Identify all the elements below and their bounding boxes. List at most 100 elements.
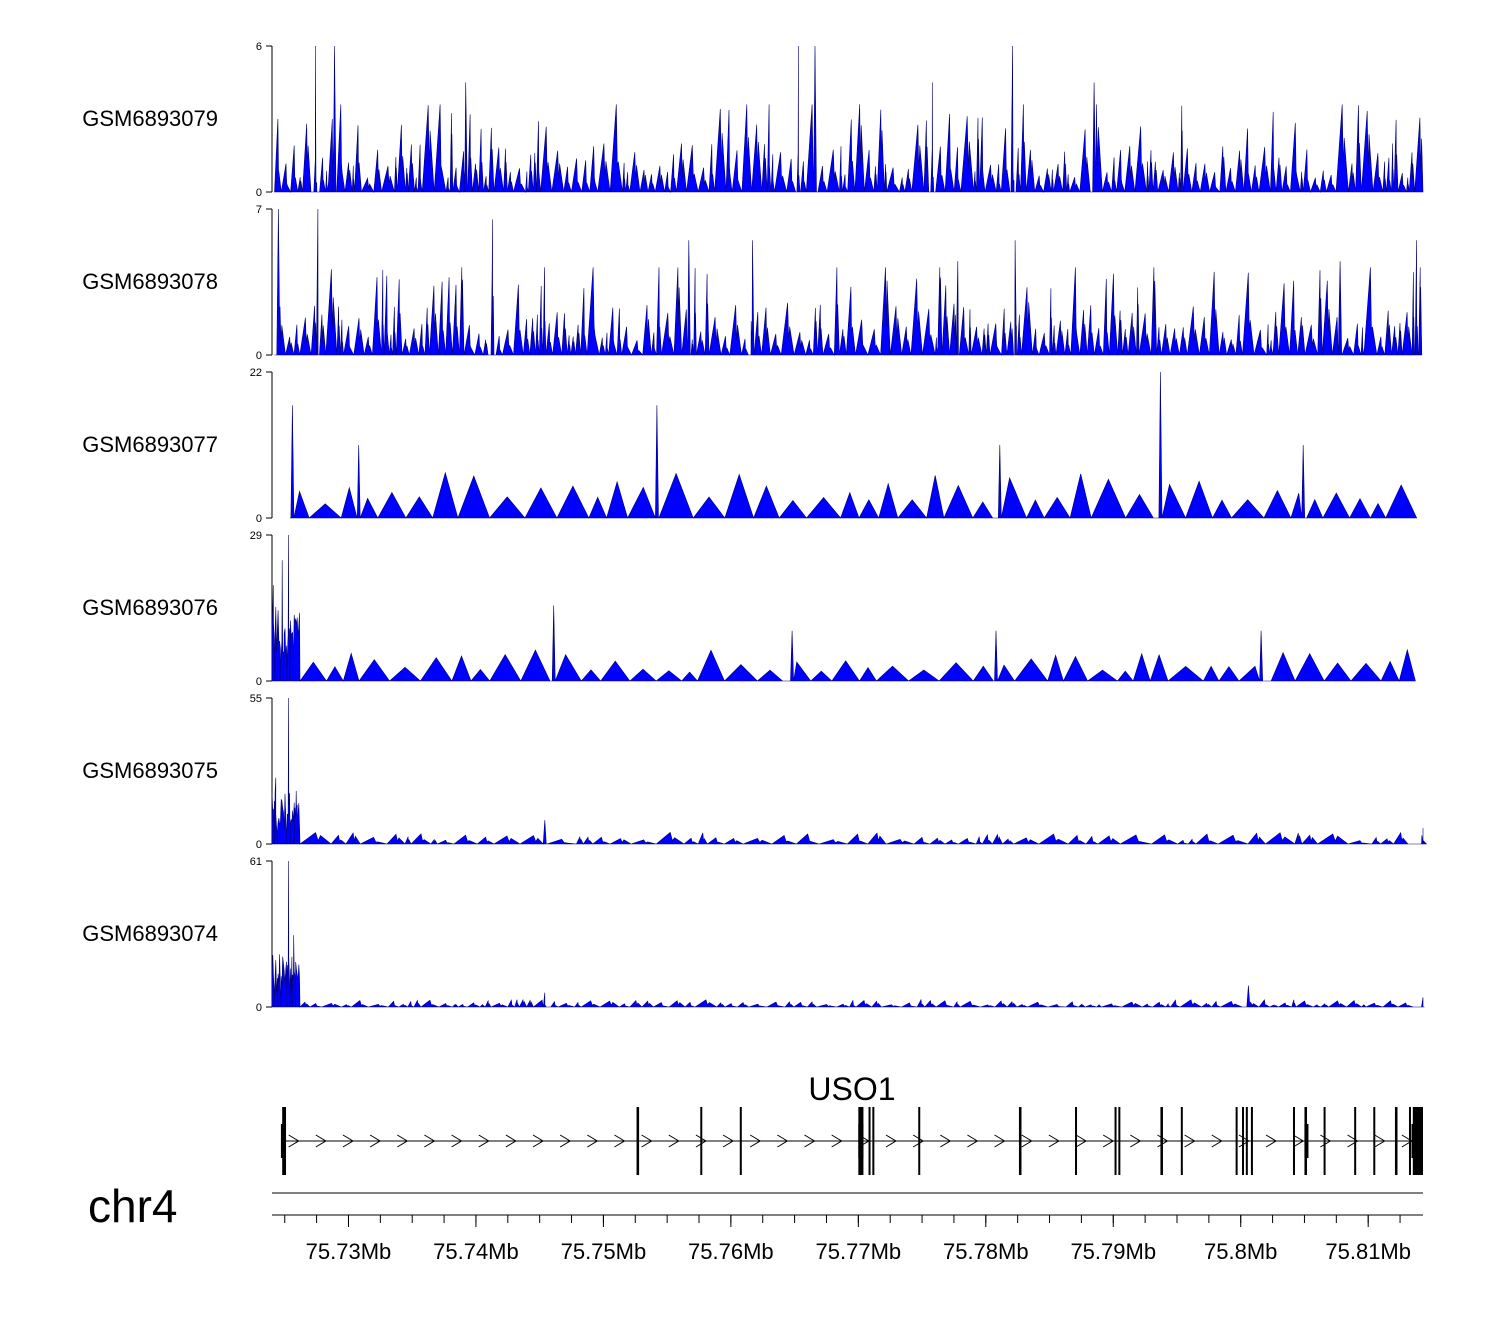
- strand-arrow: [804, 1134, 816, 1148]
- strand-arrow: [315, 1134, 327, 1148]
- y-max-label: 55: [250, 693, 262, 705]
- strand-arrow: [940, 1134, 952, 1148]
- strand-arrow: [641, 1134, 653, 1148]
- signal-tracks: GSM689307960GSM689307870GSM6893077220GSM…: [82, 41, 1428, 1014]
- track-label: GSM6893074: [82, 921, 218, 946]
- coding-exon-block: [1304, 1124, 1309, 1158]
- exon: [1180, 1107, 1183, 1175]
- strand-arrow: [1347, 1134, 1359, 1148]
- coding-exon-block: [280, 1124, 287, 1158]
- chromosome-label: chr4: [88, 1180, 177, 1232]
- strand-arrow: [722, 1134, 735, 1148]
- exon: [1242, 1107, 1245, 1175]
- signal-area: [271, 697, 1428, 845]
- strand-arrow: [994, 1134, 1006, 1148]
- strand-arrow: [342, 1134, 354, 1148]
- axis-tick-label: 75.75Mb: [561, 1239, 647, 1264]
- exon: [1118, 1107, 1121, 1175]
- strand-arrow: [451, 1134, 463, 1148]
- strand-arrow: [1184, 1134, 1196, 1148]
- exon: [1114, 1107, 1117, 1175]
- coding-exon-block: [1411, 1124, 1423, 1158]
- exon: [1235, 1107, 1238, 1175]
- strand-arrow: [831, 1134, 843, 1148]
- exon: [1323, 1107, 1326, 1175]
- track-label: GSM6893079: [82, 106, 218, 131]
- exon: [636, 1107, 640, 1175]
- strand-arrow: [777, 1134, 789, 1148]
- strand-arrow: [559, 1134, 572, 1148]
- signal-track: GSM6893079 6 0: [82, 41, 1424, 199]
- signal-track: GSM6893076 29 0: [82, 530, 1416, 688]
- track-label: GSM6893077: [82, 432, 218, 457]
- axis-tick-label: 75.8Mb: [1204, 1239, 1277, 1264]
- signal-area: [274, 45, 1424, 194]
- signal-area: [289, 371, 1418, 519]
- exon: [1075, 1107, 1078, 1175]
- axis-tick-label: 75.76Mb: [688, 1239, 774, 1264]
- strand-arrow: [912, 1134, 925, 1148]
- exon: [739, 1107, 742, 1175]
- strand-arrow: [532, 1134, 544, 1148]
- signal-track: GSM6893074 61 0: [82, 856, 1425, 1014]
- axis-tick-label: 75.74Mb: [433, 1239, 519, 1264]
- y-max-label: 61: [250, 856, 262, 868]
- signal-area: [274, 208, 1423, 357]
- strand-arrow: [614, 1134, 626, 1148]
- exon: [1250, 1107, 1253, 1175]
- signal-track: GSM6893077 22 0: [82, 367, 1418, 525]
- signal-track: GSM6893075 55 0: [82, 693, 1428, 851]
- strand-arrow: [695, 1134, 707, 1148]
- y-min-label: 0: [256, 350, 262, 362]
- strand-arrow: [1130, 1134, 1142, 1148]
- exon: [1160, 1107, 1163, 1175]
- signal-area: [271, 534, 1416, 682]
- axis-tick-label: 75.73Mb: [306, 1239, 392, 1264]
- strand-arrow: [1292, 1134, 1305, 1148]
- strand-arrow: [749, 1134, 762, 1148]
- y-max-label: 7: [256, 204, 262, 216]
- track-label: GSM6893075: [82, 758, 218, 783]
- exon: [1408, 1107, 1411, 1175]
- exon: [1394, 1107, 1398, 1175]
- exon: [868, 1107, 871, 1175]
- strand-arrow: [424, 1134, 436, 1148]
- strand-arrow: [885, 1134, 897, 1148]
- strand-arrow: [967, 1134, 979, 1148]
- y-min-label: 0: [256, 187, 262, 199]
- axis-tick-label: 75.81Mb: [1325, 1239, 1411, 1264]
- y-min-label: 0: [256, 1002, 262, 1014]
- exon: [1354, 1107, 1357, 1175]
- exon: [700, 1107, 703, 1175]
- y-min-label: 0: [256, 513, 262, 525]
- strand-arrow: [668, 1134, 680, 1148]
- track-label: GSM6893078: [82, 269, 218, 294]
- strand-arrow: [1021, 1134, 1033, 1148]
- axis-tick-label: 75.79Mb: [1070, 1239, 1156, 1264]
- y-max-label: 6: [256, 41, 262, 53]
- strand-arrow: [369, 1134, 382, 1148]
- strand-arrow: [1374, 1134, 1386, 1148]
- gene-name-label: USO1: [808, 1071, 895, 1107]
- exon: [1245, 1107, 1248, 1175]
- y-min-label: 0: [256, 676, 262, 688]
- exon: [872, 1107, 875, 1175]
- axis-tick-label: 75.77Mb: [816, 1239, 902, 1264]
- exon: [1373, 1107, 1376, 1175]
- y-min-label: 0: [256, 839, 262, 851]
- strand-arrow: [587, 1134, 599, 1148]
- y-max-label: 22: [250, 367, 262, 379]
- signal-track: GSM6893078 7 0: [82, 204, 1423, 362]
- strand-arrow: [505, 1134, 517, 1148]
- strand-arrow: [397, 1134, 409, 1148]
- axis-tick-label: 75.78Mb: [943, 1239, 1029, 1264]
- track-label: GSM6893076: [82, 595, 218, 620]
- exon: [1292, 1107, 1295, 1175]
- strand-arrow: [1048, 1134, 1060, 1148]
- coding-exon-block: [858, 1124, 864, 1158]
- strand-arrow: [1075, 1134, 1087, 1148]
- exon: [918, 1107, 921, 1175]
- y-max-label: 29: [250, 530, 262, 542]
- strand-arrow: [1102, 1134, 1115, 1148]
